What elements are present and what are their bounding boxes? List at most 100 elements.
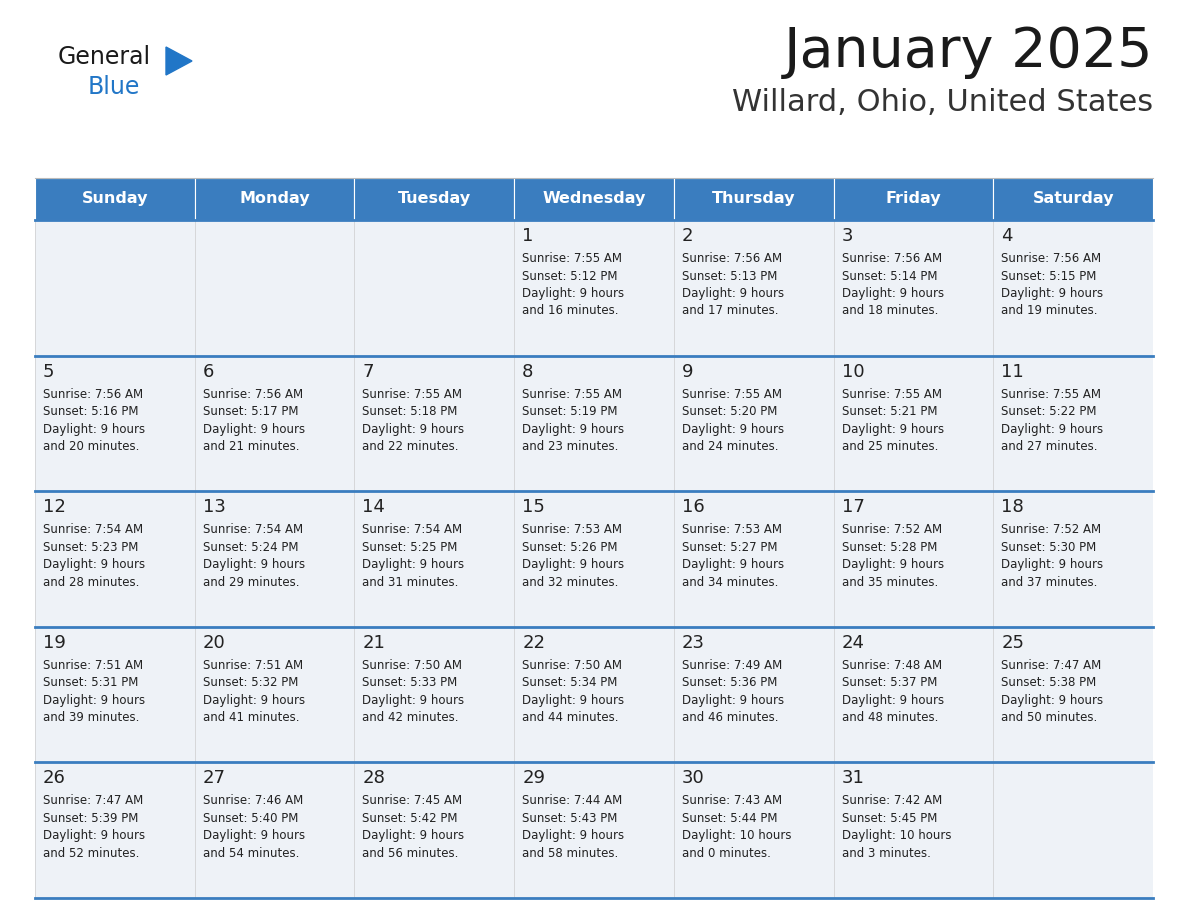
Bar [993,355,1154,491]
Text: 1: 1 [523,227,533,245]
Bar [34,491,195,627]
Text: 2: 2 [682,227,694,245]
Text: Thursday: Thursday [712,192,796,207]
Text: Sunrise: 7:55 AM
Sunset: 5:20 PM
Daylight: 9 hours
and 24 minutes.: Sunrise: 7:55 AM Sunset: 5:20 PM Dayligh… [682,387,784,453]
Bar [514,355,674,491]
Text: 3: 3 [841,227,853,245]
Text: 9: 9 [682,363,694,381]
Text: Sunday: Sunday [82,192,148,207]
Bar [674,220,834,355]
Text: Sunrise: 7:49 AM
Sunset: 5:36 PM
Daylight: 9 hours
and 46 minutes.: Sunrise: 7:49 AM Sunset: 5:36 PM Dayligh… [682,659,784,724]
Text: Sunrise: 7:55 AM
Sunset: 5:19 PM
Daylight: 9 hours
and 23 minutes.: Sunrise: 7:55 AM Sunset: 5:19 PM Dayligh… [523,387,624,453]
Text: Sunrise: 7:50 AM
Sunset: 5:34 PM
Daylight: 9 hours
and 44 minutes.: Sunrise: 7:50 AM Sunset: 5:34 PM Dayligh… [523,659,624,724]
Bar [674,178,834,220]
Text: 24: 24 [841,633,865,652]
Bar [674,491,834,627]
Text: Tuesday: Tuesday [398,192,470,207]
Text: Sunrise: 7:55 AM
Sunset: 5:12 PM
Daylight: 9 hours
and 16 minutes.: Sunrise: 7:55 AM Sunset: 5:12 PM Dayligh… [523,252,624,318]
Text: 6: 6 [203,363,214,381]
Bar [834,763,993,898]
Bar [34,355,195,491]
Text: Sunrise: 7:52 AM
Sunset: 5:28 PM
Daylight: 9 hours
and 35 minutes.: Sunrise: 7:52 AM Sunset: 5:28 PM Dayligh… [841,523,943,588]
Text: Sunrise: 7:52 AM
Sunset: 5:30 PM
Daylight: 9 hours
and 37 minutes.: Sunrise: 7:52 AM Sunset: 5:30 PM Dayligh… [1001,523,1104,588]
Text: 18: 18 [1001,498,1024,516]
Bar [834,491,993,627]
Text: Sunrise: 7:53 AM
Sunset: 5:26 PM
Daylight: 9 hours
and 32 minutes.: Sunrise: 7:53 AM Sunset: 5:26 PM Dayligh… [523,523,624,588]
Text: 27: 27 [203,769,226,788]
Text: Sunrise: 7:55 AM
Sunset: 5:18 PM
Daylight: 9 hours
and 22 minutes.: Sunrise: 7:55 AM Sunset: 5:18 PM Dayligh… [362,387,465,453]
Polygon shape [166,47,192,75]
Text: Sunrise: 7:56 AM
Sunset: 5:13 PM
Daylight: 9 hours
and 17 minutes.: Sunrise: 7:56 AM Sunset: 5:13 PM Dayligh… [682,252,784,318]
Text: Willard, Ohio, United States: Willard, Ohio, United States [732,88,1154,117]
Bar [354,627,514,763]
Text: Monday: Monday [239,192,310,207]
Bar [195,220,354,355]
Text: Saturday: Saturday [1032,192,1114,207]
Text: Blue: Blue [88,75,140,99]
Text: 20: 20 [203,633,226,652]
Text: Sunrise: 7:45 AM
Sunset: 5:42 PM
Daylight: 9 hours
and 56 minutes.: Sunrise: 7:45 AM Sunset: 5:42 PM Dayligh… [362,794,465,860]
Text: 8: 8 [523,363,533,381]
Bar [674,763,834,898]
Bar [354,355,514,491]
Text: Sunrise: 7:54 AM
Sunset: 5:23 PM
Daylight: 9 hours
and 28 minutes.: Sunrise: 7:54 AM Sunset: 5:23 PM Dayligh… [43,523,145,588]
Bar [834,220,993,355]
Text: Sunrise: 7:56 AM
Sunset: 5:15 PM
Daylight: 9 hours
and 19 minutes.: Sunrise: 7:56 AM Sunset: 5:15 PM Dayligh… [1001,252,1104,318]
Bar [993,627,1154,763]
Text: 12: 12 [43,498,65,516]
Text: 13: 13 [203,498,226,516]
Bar [993,220,1154,355]
Text: 26: 26 [43,769,65,788]
Bar [514,220,674,355]
Bar [993,178,1154,220]
Text: Sunrise: 7:56 AM
Sunset: 5:14 PM
Daylight: 9 hours
and 18 minutes.: Sunrise: 7:56 AM Sunset: 5:14 PM Dayligh… [841,252,943,318]
Text: General: General [58,45,151,69]
Text: 19: 19 [43,633,65,652]
Text: Sunrise: 7:43 AM
Sunset: 5:44 PM
Daylight: 10 hours
and 0 minutes.: Sunrise: 7:43 AM Sunset: 5:44 PM Dayligh… [682,794,791,860]
Bar [993,763,1154,898]
Text: Sunrise: 7:46 AM
Sunset: 5:40 PM
Daylight: 9 hours
and 54 minutes.: Sunrise: 7:46 AM Sunset: 5:40 PM Dayligh… [203,794,305,860]
Text: 10: 10 [841,363,864,381]
Text: Sunrise: 7:51 AM
Sunset: 5:32 PM
Daylight: 9 hours
and 41 minutes.: Sunrise: 7:51 AM Sunset: 5:32 PM Dayligh… [203,659,305,724]
Text: Sunrise: 7:48 AM
Sunset: 5:37 PM
Daylight: 9 hours
and 48 minutes.: Sunrise: 7:48 AM Sunset: 5:37 PM Dayligh… [841,659,943,724]
Text: Sunrise: 7:50 AM
Sunset: 5:33 PM
Daylight: 9 hours
and 42 minutes.: Sunrise: 7:50 AM Sunset: 5:33 PM Dayligh… [362,659,465,724]
Text: Sunrise: 7:56 AM
Sunset: 5:16 PM
Daylight: 9 hours
and 20 minutes.: Sunrise: 7:56 AM Sunset: 5:16 PM Dayligh… [43,387,145,453]
Text: 31: 31 [841,769,865,788]
Bar [195,355,354,491]
Bar [195,491,354,627]
Text: 21: 21 [362,633,385,652]
Text: January 2025: January 2025 [784,25,1154,79]
Text: 16: 16 [682,498,704,516]
Text: 25: 25 [1001,633,1024,652]
Text: Sunrise: 7:56 AM
Sunset: 5:17 PM
Daylight: 9 hours
and 21 minutes.: Sunrise: 7:56 AM Sunset: 5:17 PM Dayligh… [203,387,305,453]
Bar [354,178,514,220]
Text: Sunrise: 7:42 AM
Sunset: 5:45 PM
Daylight: 10 hours
and 3 minutes.: Sunrise: 7:42 AM Sunset: 5:45 PM Dayligh… [841,794,952,860]
Text: Sunrise: 7:54 AM
Sunset: 5:24 PM
Daylight: 9 hours
and 29 minutes.: Sunrise: 7:54 AM Sunset: 5:24 PM Dayligh… [203,523,305,588]
Bar [34,220,195,355]
Bar [354,763,514,898]
Text: 4: 4 [1001,227,1013,245]
Text: 11: 11 [1001,363,1024,381]
Bar [514,491,674,627]
Bar [34,763,195,898]
Text: Sunrise: 7:47 AM
Sunset: 5:39 PM
Daylight: 9 hours
and 52 minutes.: Sunrise: 7:47 AM Sunset: 5:39 PM Dayligh… [43,794,145,860]
Text: Sunrise: 7:44 AM
Sunset: 5:43 PM
Daylight: 9 hours
and 58 minutes.: Sunrise: 7:44 AM Sunset: 5:43 PM Dayligh… [523,794,624,860]
Bar [674,627,834,763]
Text: Sunrise: 7:53 AM
Sunset: 5:27 PM
Daylight: 9 hours
and 34 minutes.: Sunrise: 7:53 AM Sunset: 5:27 PM Dayligh… [682,523,784,588]
Bar [34,627,195,763]
Bar [674,355,834,491]
Text: 14: 14 [362,498,385,516]
Bar [354,220,514,355]
Bar [195,627,354,763]
Bar [354,491,514,627]
Bar [993,491,1154,627]
Bar [834,355,993,491]
Text: 5: 5 [43,363,55,381]
Bar [514,178,674,220]
Text: Sunrise: 7:51 AM
Sunset: 5:31 PM
Daylight: 9 hours
and 39 minutes.: Sunrise: 7:51 AM Sunset: 5:31 PM Dayligh… [43,659,145,724]
Text: 30: 30 [682,769,704,788]
Text: 23: 23 [682,633,704,652]
Text: 7: 7 [362,363,374,381]
Bar [34,178,195,220]
Text: Friday: Friday [885,192,941,207]
